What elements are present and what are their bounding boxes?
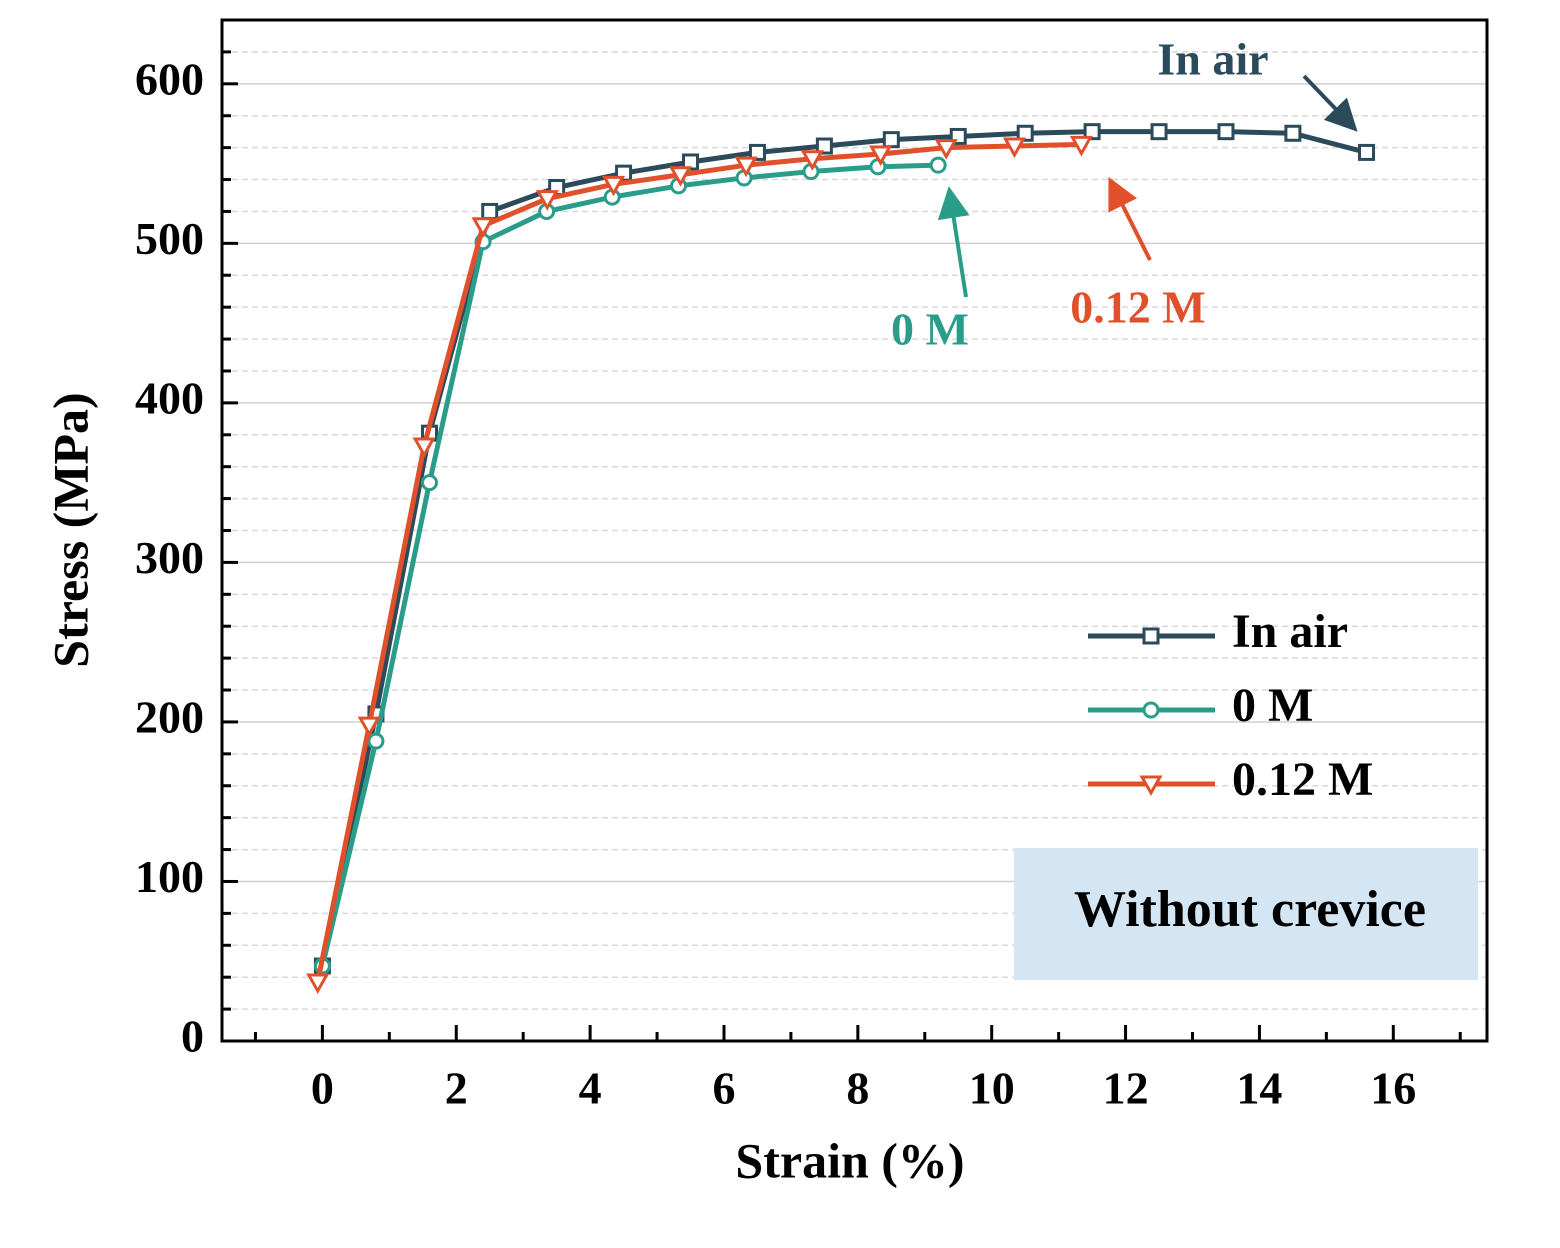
marker xyxy=(306,973,330,995)
y-tick-label: 500 xyxy=(135,213,204,264)
marker xyxy=(748,143,766,161)
annotation-arrow xyxy=(1108,176,1152,261)
marker xyxy=(815,137,833,155)
marker xyxy=(1150,123,1168,141)
marker xyxy=(481,202,499,220)
x-tick-label: 14 xyxy=(1236,1063,1282,1114)
y-tick-label: 100 xyxy=(135,851,204,902)
marker xyxy=(882,131,900,149)
legend-label: 0.12 M xyxy=(1232,753,1373,806)
y-tick-label: 400 xyxy=(135,372,204,423)
legend-label: 0 M xyxy=(1232,679,1313,732)
marker xyxy=(1016,124,1034,142)
y-tick-label: 300 xyxy=(135,532,204,583)
marker xyxy=(357,716,381,738)
legend-marker xyxy=(1139,775,1163,797)
plot xyxy=(306,123,1376,995)
x-tick-label: 16 xyxy=(1370,1063,1416,1114)
marker xyxy=(471,217,495,238)
x-tick-label: 0 xyxy=(311,1063,334,1114)
x-tick-label: 12 xyxy=(1103,1063,1149,1114)
annotation: 0.12 M xyxy=(1070,282,1205,333)
x-tick-label: 8 xyxy=(846,1063,869,1114)
annotation: 0 M xyxy=(891,304,969,355)
legend-marker xyxy=(1142,627,1160,645)
marker xyxy=(412,437,436,459)
marker xyxy=(929,156,947,174)
y-tick-label: 200 xyxy=(135,692,204,743)
y-tick-label: 600 xyxy=(135,53,204,104)
annotation: In air xyxy=(1157,34,1268,85)
inset-box xyxy=(1014,848,1478,980)
marker xyxy=(668,166,693,187)
legend-marker xyxy=(1142,701,1160,719)
marker xyxy=(800,150,824,171)
marker xyxy=(734,156,758,178)
marker xyxy=(1217,123,1235,141)
y-tick-label: 0 xyxy=(181,1011,204,1062)
x-tick-label: 4 xyxy=(579,1063,602,1114)
marker xyxy=(601,175,626,197)
marker xyxy=(1083,123,1101,141)
marker xyxy=(535,190,559,211)
marker xyxy=(367,732,385,750)
marker xyxy=(1069,135,1093,157)
series-line xyxy=(315,141,1082,983)
grid xyxy=(222,19,1487,1042)
marker xyxy=(682,153,700,171)
marker xyxy=(1002,137,1027,159)
marker xyxy=(934,139,958,160)
marker xyxy=(869,145,893,167)
x-axis-label: Strain (%) xyxy=(735,1132,964,1188)
marker xyxy=(420,474,438,492)
x-tick-label: 6 xyxy=(712,1063,735,1114)
legend: In air 0 M 0.12 M xyxy=(1088,605,1373,806)
marker xyxy=(1284,124,1302,142)
marker xyxy=(1358,143,1376,161)
series-line xyxy=(319,162,939,967)
y-axis-label: Stress (MPa) xyxy=(42,392,98,667)
annotation-arrow xyxy=(1302,74,1358,132)
inset-label: Without crevice xyxy=(1074,881,1426,938)
x-tick-label: 10 xyxy=(969,1063,1015,1114)
legend-label: In air xyxy=(1232,605,1348,658)
x-tick-label: 2 xyxy=(445,1063,468,1114)
annotation-arrow xyxy=(937,186,970,298)
ticks: 0 100 200 300 400 500 600 0 2 4 6 8 10 12 14 16 xyxy=(135,18,1462,1114)
